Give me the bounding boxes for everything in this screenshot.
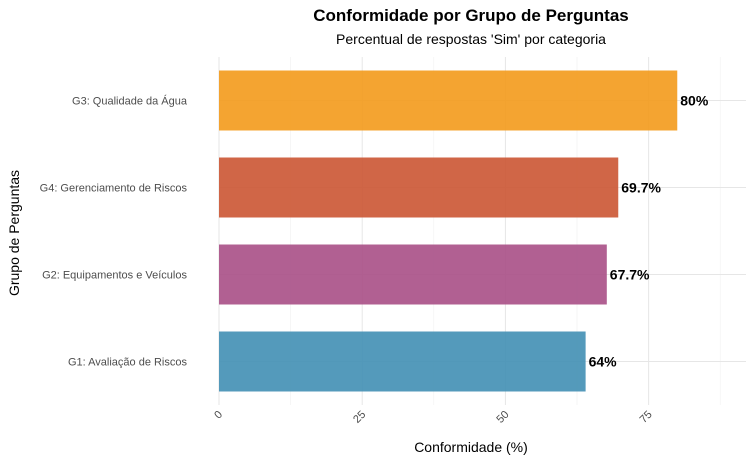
x-tick-labels: 0 25 50 75 bbox=[212, 409, 654, 426]
bar bbox=[219, 331, 586, 392]
y-axis-title: Grupo de Perguntas bbox=[6, 170, 22, 296]
chart-title: Conformidade por Grupo de Perguntas bbox=[313, 6, 628, 25]
bar bbox=[219, 244, 607, 305]
y-tick-label: G4: Gerenciamento de Riscos bbox=[40, 183, 188, 195]
y-tick-labels: G3: Qualidade da Água G4: Gerenciamento d… bbox=[40, 95, 188, 369]
chart-subtitle: Percentual de respostas 'Sim' por catego… bbox=[336, 31, 606, 47]
x-tick-label: 0 bbox=[212, 409, 225, 422]
bars bbox=[219, 70, 678, 392]
bar-value-label: 64% bbox=[589, 354, 618, 370]
x-tick-label: 75 bbox=[638, 409, 655, 426]
data-labels: 80% 69.7% 67.7% 64% bbox=[589, 93, 709, 370]
x-axis-title: Conformidade (%) bbox=[414, 439, 528, 455]
bar-value-label: 80% bbox=[680, 93, 709, 109]
bar-value-label: 67.7% bbox=[610, 267, 650, 283]
bar bbox=[219, 157, 619, 218]
bar-value-label: 69.7% bbox=[621, 180, 661, 196]
x-tick-label: 50 bbox=[494, 409, 511, 426]
y-tick-label: G1: Avaliação de Riscos bbox=[68, 357, 188, 369]
y-tick-label: G3: Qualidade da Água bbox=[72, 95, 188, 108]
y-tick-label: G2: Equipamentos e Veículos bbox=[42, 270, 187, 282]
x-tick-label: 25 bbox=[351, 409, 368, 426]
bar bbox=[219, 70, 678, 131]
